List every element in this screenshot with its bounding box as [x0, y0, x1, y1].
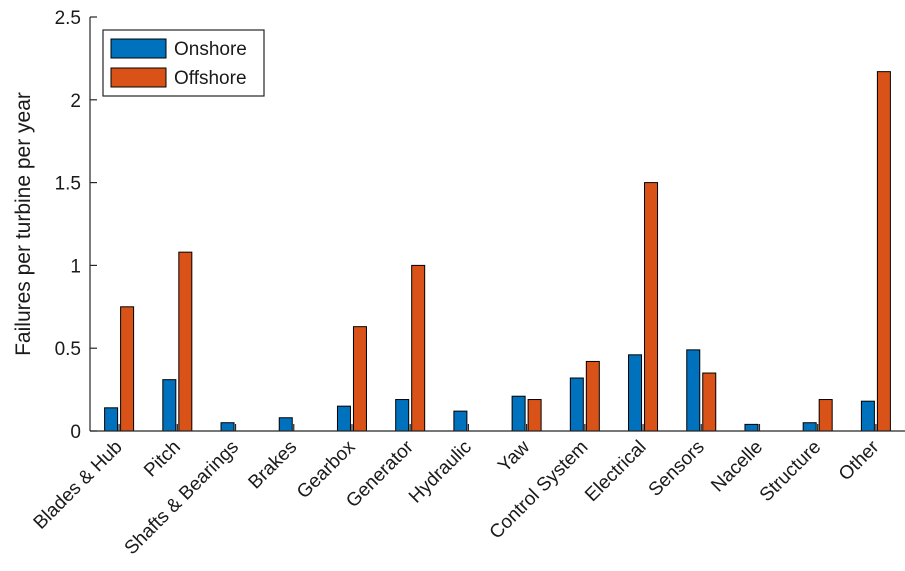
bar-onshore — [453, 410, 468, 432]
x-tick-label: Blades & Hub — [30, 437, 127, 534]
x-tick-label: Pitch — [140, 437, 185, 482]
x-tick-label: Hydraulic — [405, 437, 476, 508]
y-tick-label: 2 — [70, 91, 81, 112]
bar-onshore — [744, 423, 759, 432]
x-tick-label: Electrical — [581, 437, 650, 506]
y-tick-label: 0 — [70, 422, 81, 443]
bar-onshore — [336, 405, 351, 432]
bar-offshore — [352, 326, 367, 432]
y-ticks: 0 0.5 1 1.5 2 2.5 — [55, 8, 97, 443]
bar-onshore — [686, 349, 701, 432]
bar-onshore — [628, 354, 643, 432]
bar-onshore — [511, 395, 526, 432]
legend-label-offshore: Offshore — [174, 68, 247, 89]
x-tick-label: Brakes — [245, 437, 302, 494]
bar-onshore — [802, 422, 817, 432]
bar-onshore — [220, 422, 235, 432]
x-tick-label: Nacelle — [707, 437, 767, 497]
y-tick-label: 2.5 — [55, 8, 81, 29]
bar-offshore — [178, 251, 193, 432]
bar-offshore — [644, 182, 659, 432]
bar-offshore — [585, 360, 600, 432]
y-tick-label: 1 — [70, 256, 81, 277]
bar-offshore — [818, 399, 833, 432]
x-tick-label: Yaw — [494, 436, 534, 476]
axes — [89, 17, 905, 432]
x-tick-label: Other — [835, 436, 884, 485]
legend-label-onshore: Onshore — [174, 39, 247, 60]
x-tick-label: Structure — [756, 437, 825, 506]
y-axis-label: Failures per turbine per year — [12, 92, 35, 356]
bar-offshore — [876, 71, 891, 432]
legend-swatch-onshore — [110, 38, 167, 59]
bar-onshore — [569, 377, 584, 432]
bar-offshore — [411, 264, 426, 432]
bar-onshore — [860, 400, 875, 432]
bar-offshore — [527, 399, 542, 432]
legend-swatch-offshore — [110, 67, 167, 88]
bar-onshore — [162, 379, 177, 432]
x-tick-label: Shafts & Bearings — [121, 437, 243, 559]
x-tick-label: Control System — [486, 437, 593, 544]
bar-onshore — [104, 407, 119, 432]
x-tick-label: Sensors — [645, 437, 709, 501]
y-tick-label: 0.5 — [55, 339, 81, 360]
legend: Onshore Offshore — [102, 29, 265, 97]
bar-offshore — [702, 372, 717, 432]
y-tick-label: 1.5 — [55, 174, 81, 195]
bar-onshore — [278, 417, 293, 432]
bar-onshore — [395, 399, 410, 432]
bars-layer — [104, 71, 891, 432]
bar-offshore — [120, 306, 135, 432]
